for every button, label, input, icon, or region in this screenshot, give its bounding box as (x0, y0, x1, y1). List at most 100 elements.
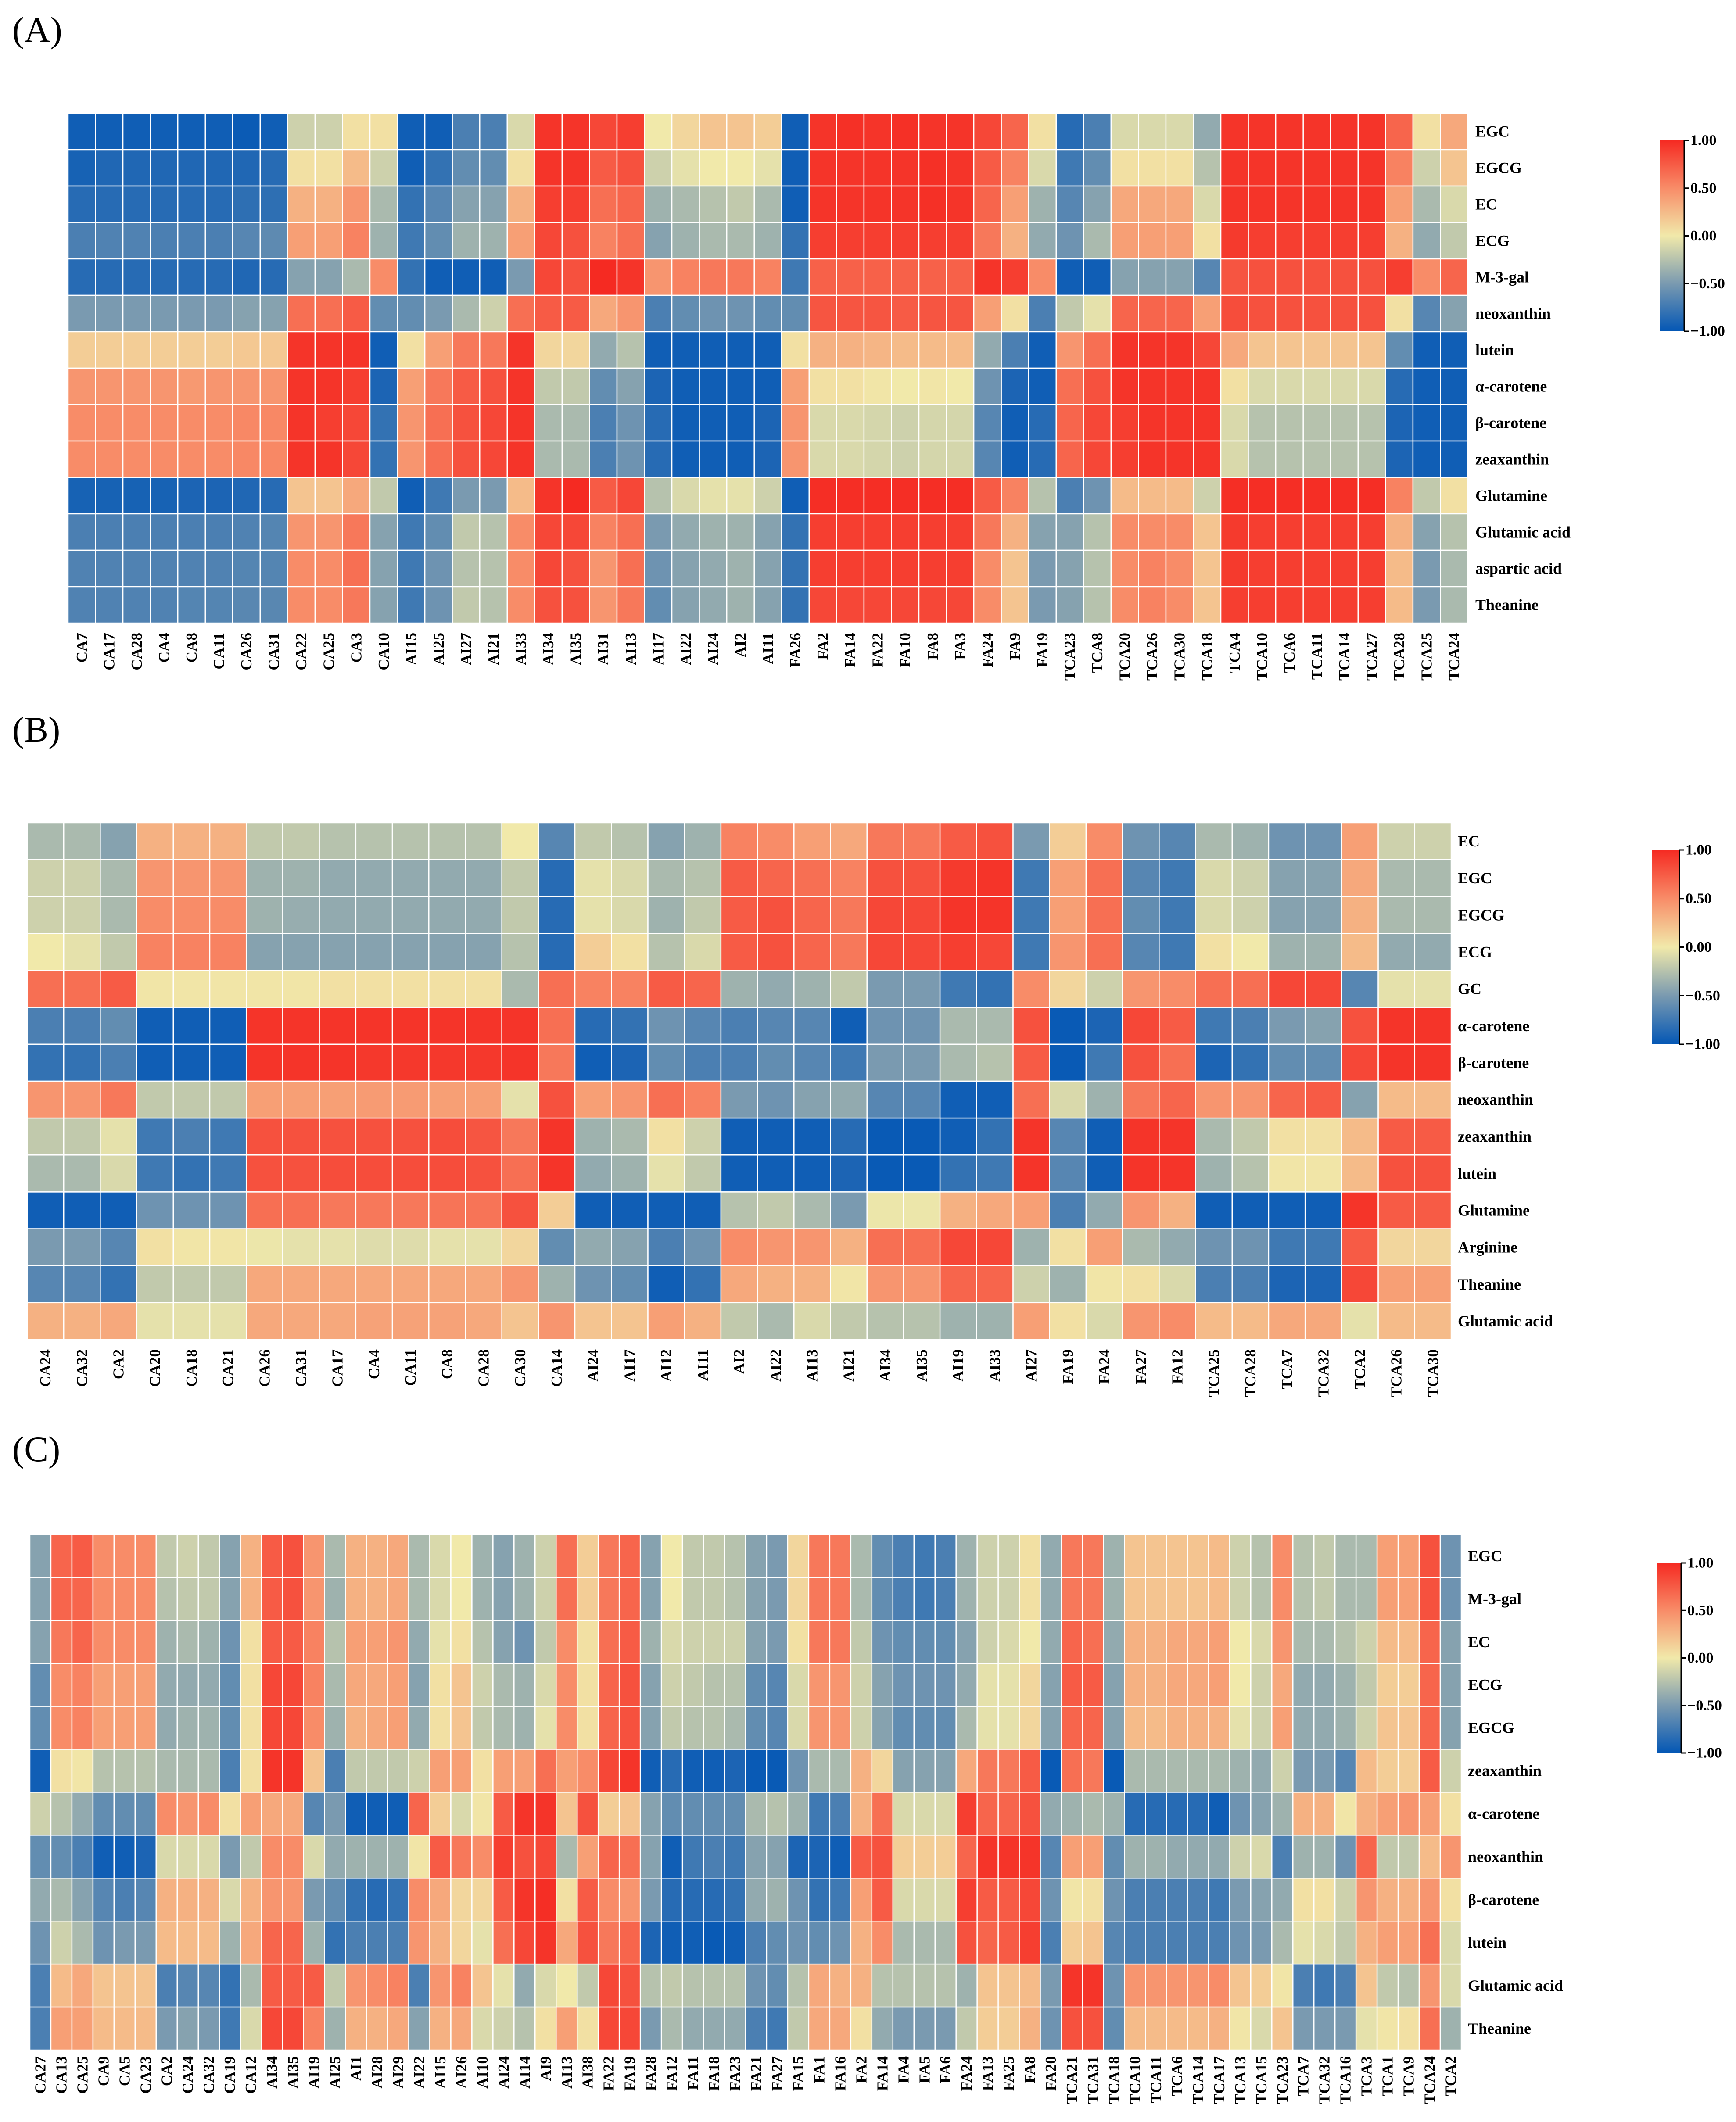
heatmap-cell (934, 2006, 957, 2051)
heatmap-cell (342, 586, 371, 624)
heatmap-cell (232, 586, 261, 624)
heatmap-cell (259, 222, 288, 260)
heatmap-cell (204, 258, 233, 296)
heatmap-cell (134, 1878, 157, 1922)
heatmap-cell (1122, 1191, 1160, 1229)
heatmap-cell (232, 404, 261, 442)
heatmap-cell (724, 1921, 746, 1965)
heatmap-cell (1304, 933, 1342, 971)
column-label: FA20 (1042, 2056, 1059, 2091)
heatmap-cell (391, 822, 430, 860)
heatmap-cell (1440, 149, 1469, 187)
column-label: AI17 (621, 1349, 638, 1382)
heatmap-cell (1159, 1228, 1196, 1266)
heatmap-cell (671, 149, 700, 187)
heatmap-cell (136, 1228, 174, 1266)
heatmap-cell (1055, 404, 1084, 442)
heatmap-cell (671, 513, 700, 551)
heatmap-cell (1166, 1706, 1188, 1750)
heatmap-cell (753, 294, 782, 333)
heatmap-cell (892, 1663, 915, 1707)
heatmap-cell (976, 1963, 999, 2008)
heatmap-cell (913, 1706, 936, 1750)
heatmap-cell (1414, 1302, 1452, 1341)
column-label: TCA4 (1226, 633, 1243, 673)
heatmap-cell (282, 1265, 320, 1304)
heatmap-cell (1439, 1534, 1462, 1578)
heatmap-cell (1082, 1620, 1104, 1664)
heatmap-cell (1019, 1749, 1041, 1793)
heatmap-cell (63, 896, 101, 934)
heatmap-cell (903, 1154, 941, 1193)
heatmap-cell (391, 933, 430, 971)
heatmap-cell (1439, 1620, 1462, 1664)
heatmap-cell (303, 1534, 325, 1578)
column-label: TCA26 (1388, 1349, 1405, 1397)
heatmap-cell (808, 1663, 831, 1707)
heatmap-cell (836, 222, 865, 260)
heatmap-cell (63, 1154, 101, 1193)
heatmap-cell (1001, 477, 1029, 515)
row-label: Glutamic acid (1468, 1977, 1563, 1994)
heatmap-cell (976, 1663, 999, 1707)
column-label: AI31 (595, 633, 612, 665)
heatmap-cell (1085, 1043, 1123, 1082)
colorbar-tick-label: 1.00 (1686, 842, 1712, 858)
column-label: AI19 (950, 1349, 967, 1382)
row-label: Glutamine (1458, 1202, 1530, 1219)
column-label: FA1 (811, 2056, 828, 2083)
heatmap-cell (891, 586, 920, 624)
column-label: AI33 (986, 1349, 1003, 1382)
heatmap-cell (681, 1620, 704, 1664)
heatmap-cell (1061, 1706, 1083, 1750)
heatmap-cell (976, 1835, 999, 1879)
heatmap-cell (1275, 112, 1304, 151)
heatmap-cell (1085, 970, 1123, 1008)
heatmap-cell (1012, 933, 1050, 971)
column-label: CA18 (183, 1349, 200, 1387)
heatmap-cell (355, 1265, 393, 1304)
heatmap-cell (424, 258, 453, 296)
colorbar-gradient (1657, 1563, 1681, 1753)
column-label: FA13 (979, 2056, 996, 2091)
heatmap-cell (891, 331, 920, 369)
heatmap-cell (429, 1835, 452, 1879)
heatmap-cell (1397, 1534, 1420, 1578)
heatmap-cell (976, 822, 1014, 860)
heatmap-cell (1110, 440, 1139, 478)
heatmap-cell (534, 2006, 557, 2051)
heatmap-cell (1414, 896, 1452, 934)
heatmap-cell (1001, 404, 1029, 442)
heatmap-cell (913, 1963, 936, 2008)
heatmap-cell (863, 294, 892, 333)
heatmap-cell (1145, 1706, 1167, 1750)
heatmap-cell (1166, 1534, 1188, 1578)
heatmap-cell (67, 477, 96, 515)
heatmap-cell (71, 1921, 94, 1965)
heatmap-cell (1440, 294, 1469, 333)
heatmap-cell (1330, 185, 1359, 223)
heatmap-cell (1082, 2006, 1104, 2051)
heatmap-cell (501, 1043, 539, 1082)
heatmap-cell (611, 933, 649, 971)
heatmap-cell (1055, 331, 1084, 369)
heatmap-cell (1357, 222, 1386, 260)
heatmap-cell (471, 2006, 494, 2051)
heatmap-cell (450, 1706, 473, 1750)
heatmap-cell (934, 1921, 957, 1965)
heatmap-cell (50, 1921, 73, 1965)
heatmap-cell (172, 1007, 211, 1045)
heatmap-cell (556, 1620, 578, 1664)
column-label: CA24 (37, 1349, 54, 1387)
heatmap-cell (92, 1749, 115, 1793)
heatmap-cell (465, 1154, 502, 1193)
heatmap-cell (955, 1663, 978, 1707)
heatmap-cell (465, 1043, 502, 1082)
heatmap-cell (342, 149, 371, 187)
heatmap-cell (766, 1921, 789, 1965)
heatmap-cell (793, 1117, 831, 1156)
heatmap-cell (939, 1080, 977, 1119)
column-label: TCA30 (1424, 1349, 1442, 1397)
heatmap-cell (506, 185, 535, 223)
heatmap-cell (647, 859, 685, 897)
